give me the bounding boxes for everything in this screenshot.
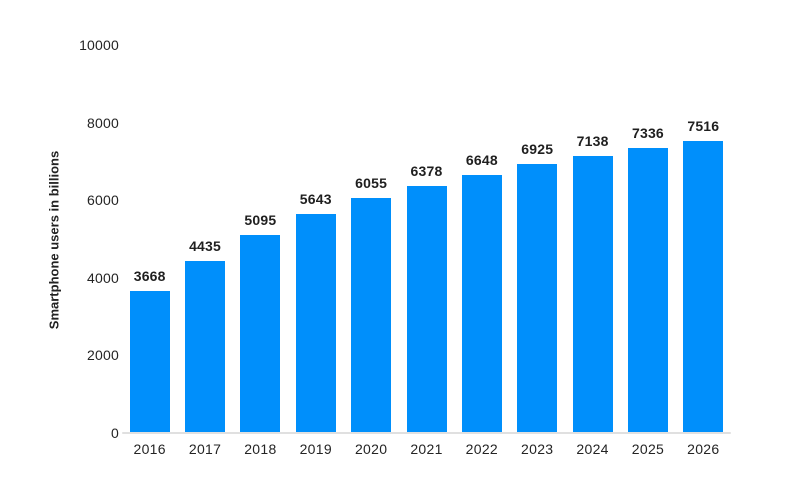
- bar-value-label: 7138: [576, 133, 609, 150]
- x-tick-label: 2024: [576, 441, 609, 457]
- bar-2016[interactable]: [129, 290, 170, 433]
- bar-value-label: 6055: [355, 175, 388, 192]
- bar-value-label: 5643: [299, 191, 332, 208]
- bar-value-label: 4435: [189, 237, 222, 254]
- bar-2017[interactable]: [185, 260, 226, 433]
- bar-value-label: 7516: [687, 118, 720, 135]
- bar-2020[interactable]: [351, 198, 392, 433]
- x-tick-label: 2022: [465, 441, 499, 457]
- x-tick-label: 2026: [687, 441, 720, 457]
- x-axis-line: [122, 432, 731, 434]
- x-tick-label: 2021: [410, 441, 443, 457]
- y-tick-label: 0: [111, 425, 119, 441]
- y-tick-label: 8000: [87, 114, 119, 131]
- bar-value-label: 7336: [631, 125, 664, 142]
- bar-2025[interactable]: [627, 148, 668, 433]
- y-axis-tick-labels: 0 2000 4000 6000 8000 10000: [0, 0, 119, 501]
- y-tick-label: 6000: [87, 192, 119, 209]
- x-tick-label: 2019: [299, 441, 332, 457]
- bar-2024[interactable]: [572, 156, 613, 433]
- bar-value-label: 6648: [465, 152, 498, 169]
- bar-2019[interactable]: [295, 214, 336, 433]
- bar-value-label: 6925: [521, 141, 554, 158]
- bar-2026[interactable]: [683, 141, 724, 433]
- bar-2021[interactable]: [406, 185, 447, 433]
- x-tick-label: 2016: [133, 441, 166, 457]
- x-tick-label: 2018: [244, 441, 277, 457]
- y-tick-label: 4000: [87, 269, 119, 286]
- y-tick-label: 10000: [79, 37, 119, 53]
- x-axis-tick-labels: 2016 2017 2018 2019 2020 2021 2022 2023 2024 2025…: [122, 441, 731, 461]
- y-tick-label: 2000: [87, 347, 119, 364]
- bar-value-label: 5095: [244, 212, 277, 229]
- x-tick-label: 2023: [521, 441, 554, 457]
- bar-2018[interactable]: [240, 235, 281, 433]
- bar-value-label: 3668: [133, 267, 166, 284]
- plot-area: 3668 4435 5095 5643 6055 6378 6648 6925 7138 7336…: [122, 45, 731, 433]
- bar-2023[interactable]: [517, 164, 558, 433]
- bar-2022[interactable]: [461, 175, 502, 433]
- x-tick-label: 2025: [631, 441, 665, 457]
- x-tick-label: 2020: [354, 441, 388, 457]
- x-tick-label: 2017: [188, 441, 222, 457]
- bar-value-label: 6378: [410, 162, 443, 179]
